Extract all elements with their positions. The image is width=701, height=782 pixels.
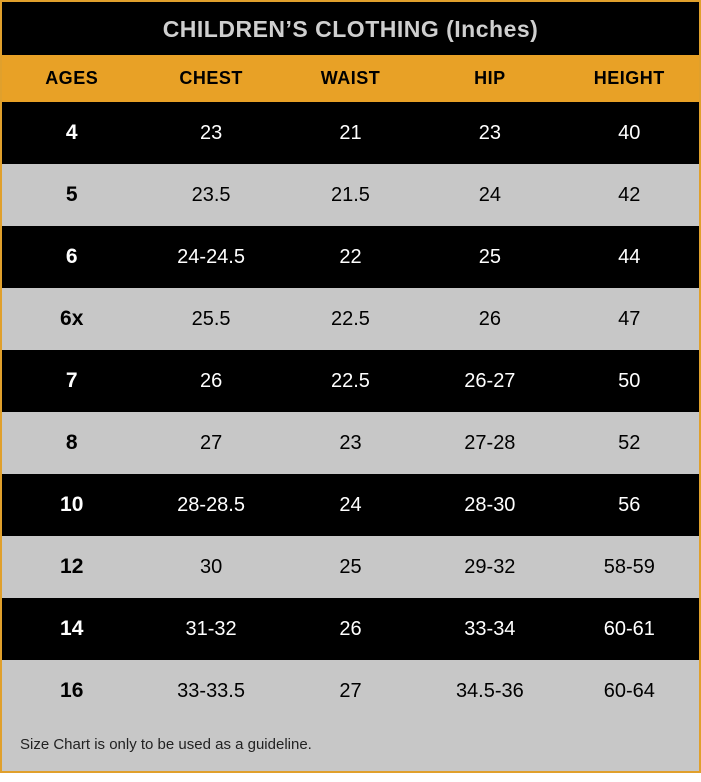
cell-hip: 26-27 bbox=[420, 350, 559, 412]
cell-hip: 24 bbox=[420, 164, 559, 226]
cell-waist: 26 bbox=[281, 598, 420, 660]
cell-waist: 27 bbox=[281, 660, 420, 722]
cell-height: 60-64 bbox=[560, 660, 699, 722]
cell-hip: 28-30 bbox=[420, 474, 559, 536]
cell-height: 60-61 bbox=[560, 598, 699, 660]
table-row: 10 28-28.5 24 28-30 56 bbox=[2, 474, 699, 536]
cell-chest: 24-24.5 bbox=[141, 226, 280, 288]
size-table: AGES CHEST WAIST HIP HEIGHT 4 23 21 23 4… bbox=[2, 55, 699, 722]
col-height: HEIGHT bbox=[560, 55, 699, 102]
table-row: 8 27 23 27-28 52 bbox=[2, 412, 699, 474]
table-row: 5 23.5 21.5 24 42 bbox=[2, 164, 699, 226]
table-row: 6 24-24.5 22 25 44 bbox=[2, 226, 699, 288]
cell-height: 52 bbox=[560, 412, 699, 474]
cell-hip: 33-34 bbox=[420, 598, 559, 660]
cell-height: 47 bbox=[560, 288, 699, 350]
table-row: 4 23 21 23 40 bbox=[2, 102, 699, 164]
cell-age: 5 bbox=[2, 164, 141, 226]
col-ages: AGES bbox=[2, 55, 141, 102]
chart-footer: Size Chart is only to be used as a guide… bbox=[2, 722, 699, 771]
table-row: 7 26 22.5 26-27 50 bbox=[2, 350, 699, 412]
col-hip: HIP bbox=[420, 55, 559, 102]
cell-hip: 27-28 bbox=[420, 412, 559, 474]
cell-hip: 34.5-36 bbox=[420, 660, 559, 722]
table-body: 4 23 21 23 40 5 23.5 21.5 24 42 6 24-24.… bbox=[2, 102, 699, 722]
chart-title: CHILDREN’S CLOTHING (Inches) bbox=[2, 2, 699, 55]
cell-hip: 25 bbox=[420, 226, 559, 288]
cell-chest: 27 bbox=[141, 412, 280, 474]
cell-height: 50 bbox=[560, 350, 699, 412]
cell-hip: 26 bbox=[420, 288, 559, 350]
cell-chest: 23.5 bbox=[141, 164, 280, 226]
table-header-row: AGES CHEST WAIST HIP HEIGHT bbox=[2, 55, 699, 102]
cell-age: 6 bbox=[2, 226, 141, 288]
col-chest: CHEST bbox=[141, 55, 280, 102]
cell-chest: 25.5 bbox=[141, 288, 280, 350]
cell-waist: 21.5 bbox=[281, 164, 420, 226]
cell-waist: 21 bbox=[281, 102, 420, 164]
col-waist: WAIST bbox=[281, 55, 420, 102]
cell-height: 56 bbox=[560, 474, 699, 536]
cell-chest: 31-32 bbox=[141, 598, 280, 660]
cell-height: 58-59 bbox=[560, 536, 699, 598]
cell-waist: 22.5 bbox=[281, 288, 420, 350]
cell-age: 4 bbox=[2, 102, 141, 164]
cell-waist: 25 bbox=[281, 536, 420, 598]
cell-chest: 28-28.5 bbox=[141, 474, 280, 536]
cell-age: 8 bbox=[2, 412, 141, 474]
cell-height: 40 bbox=[560, 102, 699, 164]
cell-age: 7 bbox=[2, 350, 141, 412]
cell-height: 44 bbox=[560, 226, 699, 288]
cell-age: 16 bbox=[2, 660, 141, 722]
cell-chest: 23 bbox=[141, 102, 280, 164]
size-chart: CHILDREN’S CLOTHING (Inches) AGES CHEST … bbox=[0, 0, 701, 773]
table-row: 6x 25.5 22.5 26 47 bbox=[2, 288, 699, 350]
cell-waist: 22 bbox=[281, 226, 420, 288]
cell-chest: 26 bbox=[141, 350, 280, 412]
cell-waist: 23 bbox=[281, 412, 420, 474]
cell-hip: 29-32 bbox=[420, 536, 559, 598]
cell-height: 42 bbox=[560, 164, 699, 226]
cell-chest: 30 bbox=[141, 536, 280, 598]
table-row: 16 33-33.5 27 34.5-36 60-64 bbox=[2, 660, 699, 722]
cell-age: 12 bbox=[2, 536, 141, 598]
cell-waist: 22.5 bbox=[281, 350, 420, 412]
cell-age: 10 bbox=[2, 474, 141, 536]
table-row: 12 30 25 29-32 58-59 bbox=[2, 536, 699, 598]
cell-hip: 23 bbox=[420, 102, 559, 164]
cell-chest: 33-33.5 bbox=[141, 660, 280, 722]
cell-age: 6x bbox=[2, 288, 141, 350]
table-row: 14 31-32 26 33-34 60-61 bbox=[2, 598, 699, 660]
cell-age: 14 bbox=[2, 598, 141, 660]
cell-waist: 24 bbox=[281, 474, 420, 536]
